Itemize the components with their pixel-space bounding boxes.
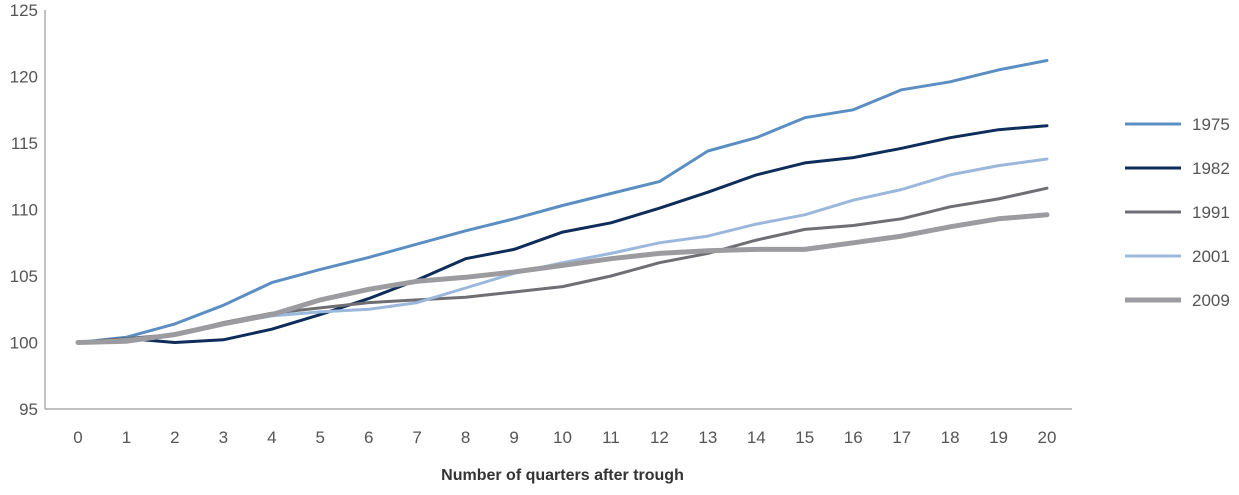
series-lines: [75, 59, 1050, 345]
legend-label: 1975: [1192, 115, 1230, 134]
legend: 1975 1982 1991 2001 2009: [1125, 115, 1230, 310]
series-line-1975: [76, 59, 1049, 344]
y-tick-label: 105: [10, 267, 38, 286]
series-line-2009: [75, 212, 1050, 345]
x-tick-label: 1: [122, 428, 131, 447]
legend-item-1975: 1975: [1125, 115, 1230, 134]
legend-item-1991: 1991: [1125, 203, 1230, 222]
x-tick-label: 9: [509, 428, 518, 447]
legend-item-1982: 1982: [1125, 159, 1230, 178]
y-tick-label: 100: [10, 334, 38, 353]
y-axis-ticks: 95 100 105 110 115 120 125: [10, 1, 38, 419]
y-tick-label: 115: [11, 134, 38, 153]
x-tick-label: 4: [267, 428, 276, 447]
legend-label: 1991: [1192, 203, 1230, 222]
x-tick-label: 13: [698, 428, 717, 447]
legend-label: 1982: [1192, 159, 1230, 178]
x-tick-label: 16: [844, 428, 863, 447]
series-line-2001: [76, 157, 1049, 344]
x-tick-label: 10: [553, 428, 572, 447]
x-tick-label: 3: [219, 428, 228, 447]
series-line-1982: [76, 124, 1049, 344]
x-tick-label: 2: [170, 428, 179, 447]
x-tick-label: 7: [412, 428, 421, 447]
x-axis-title: Number of quarters after trough: [441, 467, 684, 484]
x-tick-label: 18: [941, 428, 960, 447]
x-tick-label: 14: [747, 428, 766, 447]
legend-item-2001: 2001: [1125, 247, 1230, 266]
y-tick-label: 110: [11, 201, 38, 220]
x-tick-label: 20: [1038, 428, 1057, 447]
x-tick-label: 15: [795, 428, 814, 447]
x-tick-label: 11: [602, 428, 620, 447]
legend-item-2009: 2009: [1125, 291, 1230, 310]
x-tick-label: 17: [892, 428, 911, 447]
y-tick-label: 125: [10, 1, 38, 20]
x-tick-label: 8: [461, 428, 470, 447]
x-tick-label: 12: [650, 428, 669, 447]
x-tick-label: 0: [73, 428, 82, 447]
x-axis-ticks: 0 1 2 3 4 5 6 7 8 9 10 11 12 13 14 15 16 17 18 19 20: [73, 428, 1056, 447]
x-tick-label: 5: [316, 428, 325, 447]
x-tick-label: 19: [989, 428, 1008, 447]
legend-label: 2009: [1192, 291, 1230, 310]
y-tick-label: 120: [10, 68, 38, 87]
x-tick-label: 6: [364, 428, 373, 447]
y-tick-label: 95: [19, 400, 38, 419]
legend-label: 2001: [1192, 247, 1230, 266]
